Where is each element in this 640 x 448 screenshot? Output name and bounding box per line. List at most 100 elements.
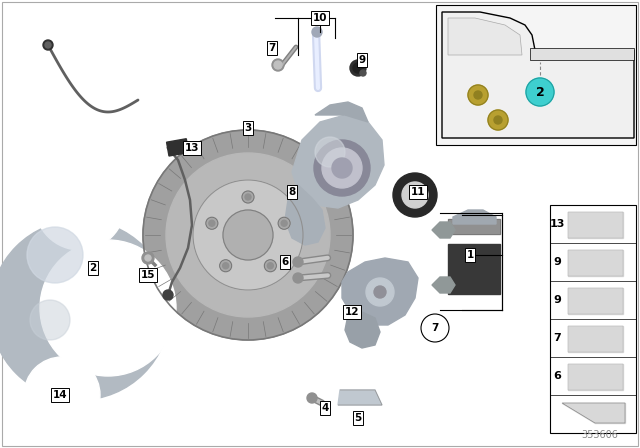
Circle shape [142,252,154,264]
Circle shape [315,137,345,167]
Circle shape [350,60,366,76]
Bar [568,288,623,314]
Circle shape [274,61,282,69]
Bar [448,219,500,234]
Text: 2: 2 [536,86,545,99]
Circle shape [27,227,83,283]
Polygon shape [292,115,384,208]
Bar [568,364,623,390]
Circle shape [264,260,276,272]
Text: 9: 9 [553,257,561,267]
Circle shape [488,110,508,130]
Circle shape [293,257,303,267]
Text: 7: 7 [431,323,438,333]
Circle shape [526,78,554,106]
Circle shape [374,286,386,298]
Polygon shape [453,210,496,224]
Bar [568,326,623,352]
Text: 5: 5 [355,413,362,423]
Bar [568,250,623,276]
Circle shape [332,158,352,178]
Circle shape [468,85,488,105]
Circle shape [166,153,330,317]
Circle shape [206,217,218,229]
Polygon shape [432,222,455,238]
Polygon shape [342,258,418,325]
Bar [568,250,623,276]
Circle shape [272,59,284,71]
Polygon shape [442,12,634,138]
Text: 13: 13 [549,219,564,229]
Text: 14: 14 [52,390,67,400]
Circle shape [268,263,273,269]
Circle shape [143,130,353,340]
Circle shape [393,173,437,217]
Circle shape [474,91,482,99]
Text: 6: 6 [282,257,289,267]
Text: 13: 13 [185,143,199,153]
Circle shape [40,240,176,376]
Circle shape [35,160,125,250]
Circle shape [24,357,100,433]
Bar [436,5,636,145]
Bar [166,139,189,156]
Circle shape [322,148,362,188]
Circle shape [494,116,502,124]
Circle shape [223,210,273,260]
Circle shape [366,278,394,306]
Bar [568,364,623,390]
Bar [185,144,193,154]
Circle shape [278,217,290,229]
Circle shape [223,263,228,269]
Text: 6: 6 [553,371,561,381]
Circle shape [0,220,170,400]
Polygon shape [315,102,368,122]
Circle shape [307,393,317,403]
Polygon shape [345,312,380,348]
Text: 15: 15 [141,270,156,280]
Text: 1: 1 [467,250,474,260]
Circle shape [312,27,322,37]
Text: 7: 7 [268,43,276,53]
Text: 353606: 353606 [582,430,618,440]
Bar [530,48,634,60]
Polygon shape [338,390,382,405]
Circle shape [209,220,215,226]
Text: 7: 7 [553,333,561,343]
Bar [448,219,500,234]
Circle shape [145,255,151,261]
Bar [568,212,623,238]
Bar [550,205,636,433]
Text: 8: 8 [289,187,296,197]
Circle shape [45,42,51,48]
Bar [448,244,500,294]
Text: 4: 4 [321,403,329,413]
Text: 2: 2 [90,263,97,273]
Circle shape [163,290,173,300]
Polygon shape [432,277,455,293]
Text: 3: 3 [244,123,252,133]
Text: 11: 11 [411,187,425,197]
Circle shape [43,40,53,50]
Circle shape [242,191,254,203]
Bar [568,288,623,314]
Text: 9: 9 [553,295,561,305]
Bar [568,326,623,352]
Polygon shape [562,403,625,423]
Circle shape [353,63,363,73]
Text: 10: 10 [313,13,327,23]
Circle shape [193,180,303,290]
Circle shape [281,220,287,226]
Polygon shape [285,185,325,245]
Circle shape [220,260,232,272]
Circle shape [402,182,428,208]
Circle shape [293,273,303,283]
Circle shape [360,70,366,76]
Text: 9: 9 [358,55,365,65]
Bar [568,212,623,238]
Polygon shape [448,18,522,55]
Circle shape [245,194,251,200]
Circle shape [30,300,70,340]
Text: 12: 12 [345,307,359,317]
Circle shape [314,140,370,196]
